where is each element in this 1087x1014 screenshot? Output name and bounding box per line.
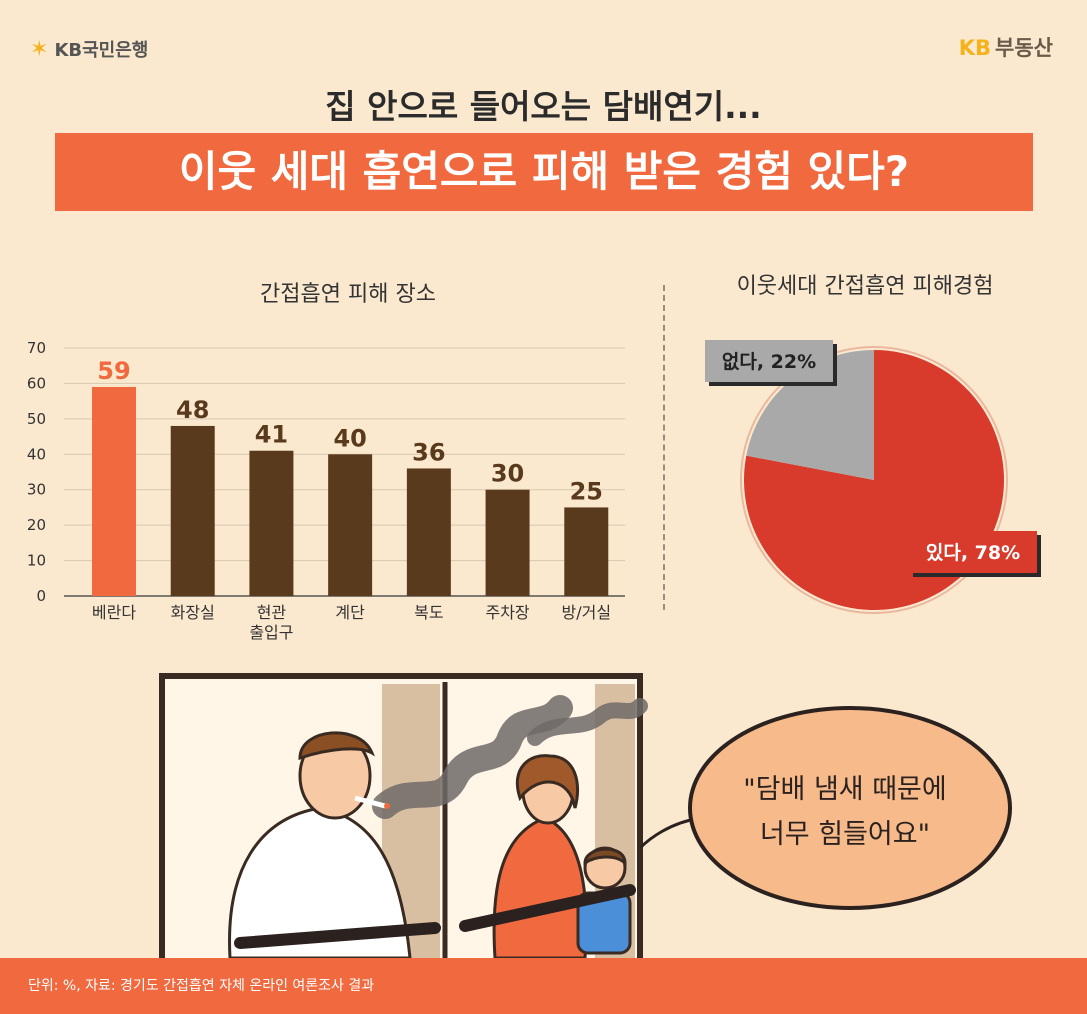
y-tick-label: 40 <box>27 445 46 463</box>
x-tick-label: 계단 <box>335 603 365 622</box>
x-tick-label: 현관 <box>257 603 287 622</box>
footer-banner <box>0 958 1087 1014</box>
kb-bank-logo: ✶ KB국민은행 <box>30 36 148 62</box>
bar <box>485 489 530 596</box>
smoke-puff-icon <box>527 698 648 746</box>
footer-source: 단위: %, 자료: 경기도 간접흡연 자체 온라인 여론조사 결과 <box>28 978 375 994</box>
bar-value-label: 36 <box>412 438 445 466</box>
bar <box>406 468 451 596</box>
pie-chart: 이웃세대 간접흡연 피해경험 있다, 78% 없다, 22% <box>705 274 1041 614</box>
pie-label-box <box>705 340 833 382</box>
y-tick-label: 50 <box>27 410 46 428</box>
speech-text-line2: 너무 힘들어요" <box>760 819 930 850</box>
smoke-icon <box>372 695 573 819</box>
y-tick-label: 20 <box>27 516 46 534</box>
bar-chart: 간접흡연 피해 장소 0 10 20 30 40 50 60 70 59 베란다 48 화장실 41 현… <box>27 282 625 642</box>
balcony-illustration: "담배 냄새 때문에 너무 힘들어요" <box>159 673 1012 958</box>
kb-star-icon: ✶ <box>30 36 49 62</box>
y-tick-label: 30 <box>27 481 46 499</box>
bar <box>564 507 609 596</box>
kb-bank-logo-text: KB국민은행 <box>54 40 149 61</box>
bar-value-label: 48 <box>176 396 209 424</box>
pie-outline <box>740 346 1008 614</box>
pie-chart-title: 이웃세대 간접흡연 피해경험 <box>737 274 994 299</box>
y-tick-label: 60 <box>27 374 46 392</box>
pie-slice-label: 없다, 22% <box>722 351 816 373</box>
x-tick-label: 방/거실 <box>562 603 612 622</box>
title-banner <box>55 133 1033 211</box>
kb-logo-mark: KB <box>958 36 992 60</box>
x-tick-label: 주차장 <box>485 603 529 622</box>
y-tick-label: 70 <box>27 339 46 357</box>
bar-value-label: 25 <box>570 477 603 505</box>
man-smoking-figure <box>228 731 412 958</box>
y-tick-label: 10 <box>27 552 46 570</box>
railing-left <box>234 922 441 949</box>
bar <box>328 454 373 596</box>
pie-slice <box>746 350 874 480</box>
pie-label-box <box>909 531 1037 573</box>
bar <box>249 450 294 596</box>
page-title: 이웃 세대 흡연으로 피해 받은 경험 있다? <box>178 147 910 196</box>
bar-value-label: 40 <box>333 424 366 452</box>
chart-divider <box>663 285 665 610</box>
x-tick-label: 베란다 <box>92 603 136 622</box>
x-tick-label: 복도 <box>414 603 443 622</box>
bar-value-label: 41 <box>255 421 288 449</box>
page-subtitle: 집 안으로 들어오는 담배연기... <box>325 87 762 126</box>
woman-coughing-figure <box>492 754 588 958</box>
pie-slice-label: 있다, 78% <box>926 542 1020 564</box>
bar-value-label: 30 <box>491 460 524 488</box>
bar-chart-title: 간접흡연 피해 장소 <box>260 282 436 307</box>
speech-bubble <box>688 706 1012 910</box>
bar <box>92 386 136 596</box>
railing-right <box>459 884 636 932</box>
speech-text-line1: "담배 냄새 때문에 <box>743 774 946 805</box>
x-tick-label: 출입구 <box>249 623 293 642</box>
bar <box>170 425 215 596</box>
kb-realestate-logo: KB 부동산 <box>959 32 1053 62</box>
x-tick-label: 화장실 <box>171 603 215 622</box>
y-tick-label: 0 <box>36 587 46 605</box>
bar-value-label: 59 <box>97 357 130 385</box>
kb-realestate-logo-text: 부동산 <box>995 36 1053 60</box>
